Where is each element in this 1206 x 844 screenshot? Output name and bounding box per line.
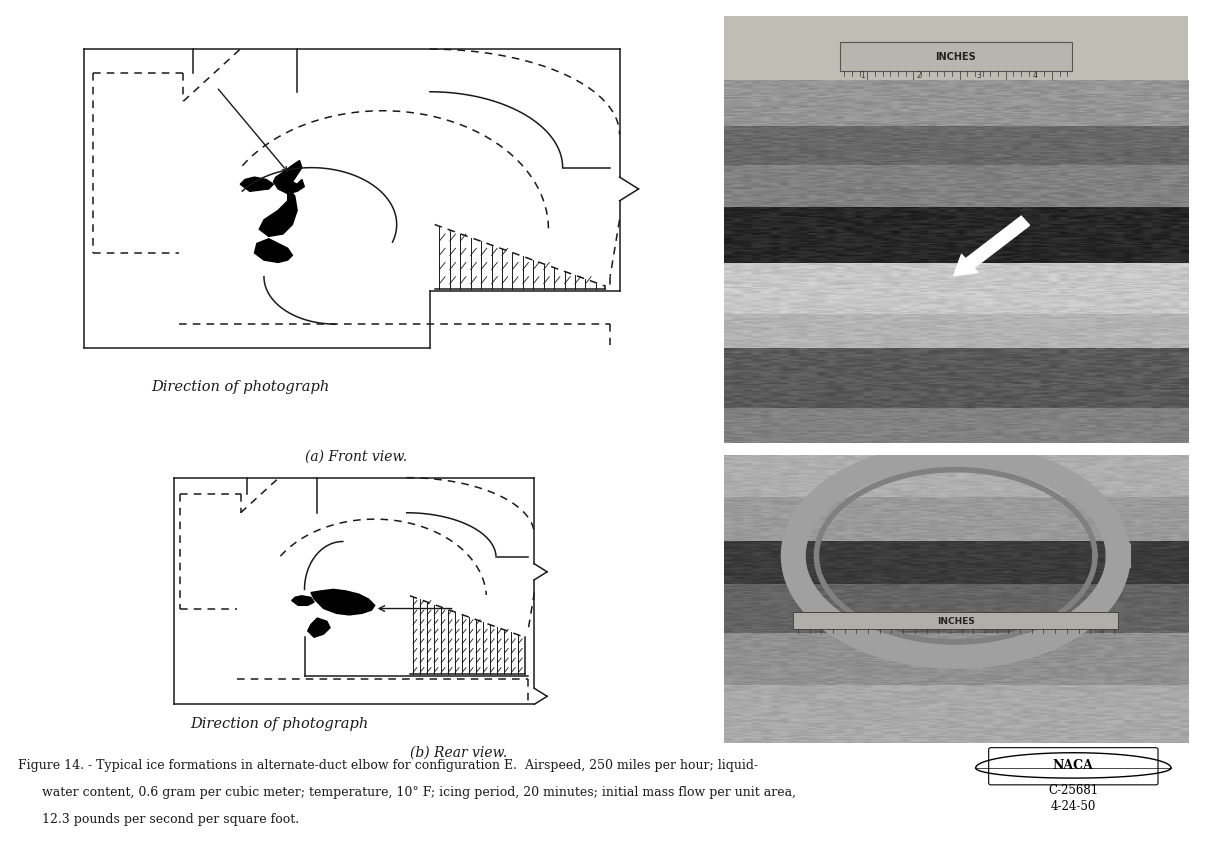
Text: 3: 3	[977, 71, 982, 80]
Polygon shape	[308, 619, 330, 637]
Text: (a) Front view.: (a) Front view.	[305, 449, 406, 463]
Text: C-25681: C-25681	[1048, 783, 1099, 797]
Polygon shape	[240, 178, 274, 192]
Text: INCHES: INCHES	[937, 616, 974, 625]
Text: 1: 1	[861, 71, 865, 80]
Polygon shape	[259, 187, 297, 237]
FancyArrow shape	[954, 217, 1030, 276]
Bar	[724, 17, 1188, 81]
Text: (b) Rear view.: (b) Rear view.	[410, 744, 507, 759]
Bar	[794, 612, 1118, 630]
Bar	[839, 42, 1072, 73]
Polygon shape	[292, 596, 314, 606]
Text: water content, 0.6 gram per cubic meter; temperature, 10° F; icing period, 20 mi: water content, 0.6 gram per cubic meter;…	[42, 785, 796, 798]
Text: 12.3 pounds per second per square foot.: 12.3 pounds per second per square foot.	[42, 812, 299, 825]
Text: Direction of photograph: Direction of photograph	[151, 380, 329, 394]
Text: 4: 4	[1032, 71, 1037, 80]
Polygon shape	[274, 161, 304, 194]
Text: Direction of photograph: Direction of photograph	[189, 716, 368, 730]
Text: 2: 2	[917, 71, 921, 80]
Text: NACA: NACA	[1053, 758, 1094, 771]
Polygon shape	[311, 590, 375, 615]
Polygon shape	[254, 240, 292, 263]
Text: 4-24-50: 4-24-50	[1050, 798, 1096, 812]
Text: Figure 14. - Typical ice formations in alternate-duct elbow for configuration E.: Figure 14. - Typical ice formations in a…	[18, 758, 759, 771]
Text: INCHES: INCHES	[936, 52, 976, 62]
